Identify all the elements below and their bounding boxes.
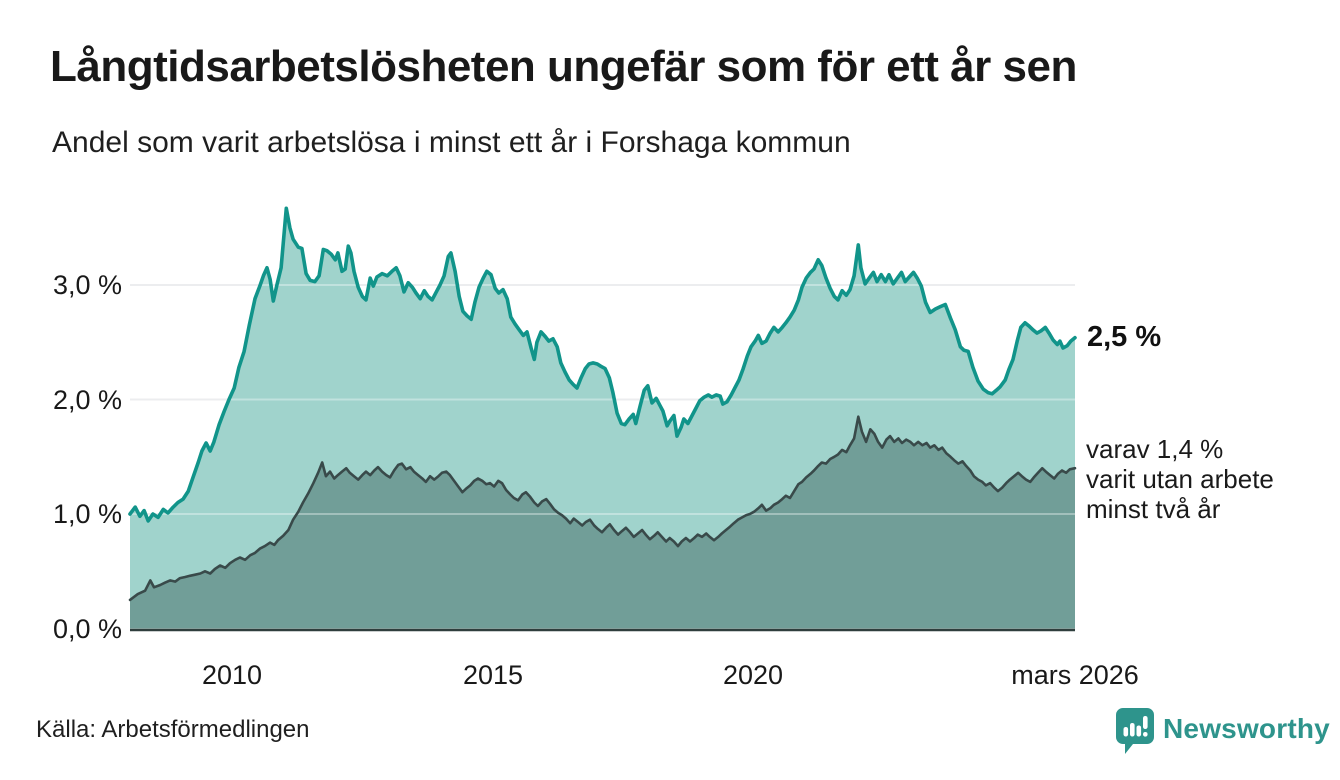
- y-axis-tick-label: 2,0 %: [52, 385, 122, 415]
- y-axis-tick-label: 1,0 %: [52, 499, 122, 529]
- logo-bar-icon: [1123, 727, 1129, 737]
- x-axis-tick-label: 2020: [722, 660, 784, 690]
- x-axis-tick-label: mars 2026: [1011, 660, 1139, 690]
- y-axis-tick-label: 3,0 %: [52, 270, 122, 300]
- newsworthy-logo-icon: [1116, 708, 1154, 754]
- page-title: Långtidsarbetslösheten ungefär som för e…: [50, 42, 1077, 91]
- end-value-annotation: 2,5 %: [1087, 321, 1162, 353]
- line-series-0: [128, 206, 1077, 523]
- brand-wordmark: Newsworthy: [1163, 713, 1330, 744]
- x-axis-tick-label: 2015: [462, 660, 524, 690]
- sub-series-annotation: varav 1,4 % varit utan arbete minst två …: [1086, 434, 1274, 524]
- logo-bar-icon: [1136, 725, 1142, 737]
- newsworthy-brand: Newsworthy: [1116, 708, 1330, 754]
- y-axis-tick-label: 0,0 %: [52, 614, 122, 644]
- x-axis-tick-label: 2010: [201, 660, 263, 690]
- logo-bar-icon: [1130, 723, 1135, 737]
- logo-exclamation-icon: [1143, 716, 1148, 729]
- line-series-1: [128, 415, 1077, 602]
- logo-exclamation-dot-icon: [1143, 732, 1148, 737]
- sub-annotation-line: minst två år: [1086, 494, 1221, 524]
- sub-annotation-line: varav 1,4 %: [1086, 434, 1224, 464]
- chart-subtitle: Andel som varit arbetslösa i minst ett å…: [52, 126, 851, 159]
- source-caption: Källa: Arbetsförmedlingen: [36, 716, 310, 743]
- sub-annotation-line: varit utan arbete: [1086, 464, 1274, 494]
- area-series-1: [130, 416, 1075, 629]
